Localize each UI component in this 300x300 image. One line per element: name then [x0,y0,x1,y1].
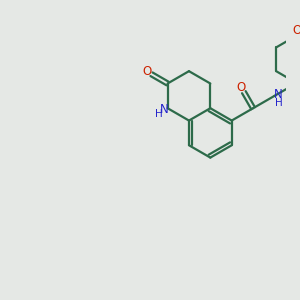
Text: N: N [274,88,283,101]
Text: O: O [142,65,151,78]
Text: N: N [160,103,169,116]
Text: H: H [155,110,163,119]
Text: O: O [236,81,246,94]
Text: H: H [275,98,283,108]
Text: O: O [292,24,300,37]
